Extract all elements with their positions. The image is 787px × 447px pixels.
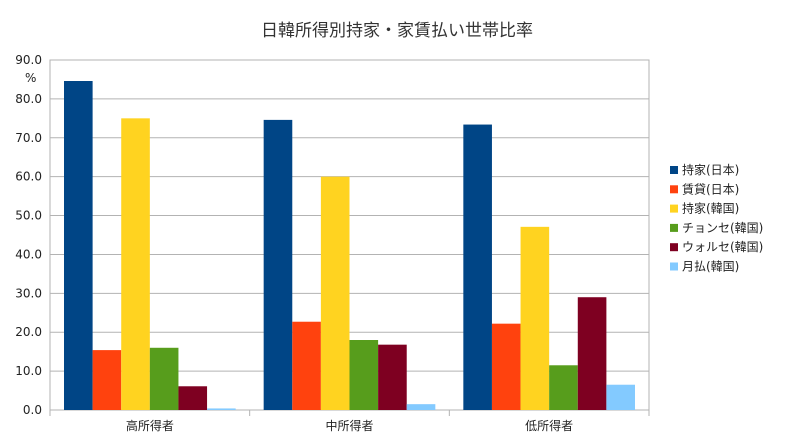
bar [606, 384, 635, 410]
chart-title: 日韓所得別持家・家賃払い世帯比率 [261, 21, 533, 41]
axes: 0.0 10.0 20.0 30.0 40.0 50.0 60.0 70.0 80.0 90.0 高… [15, 53, 650, 433]
bar [520, 226, 550, 410]
bar [549, 365, 578, 410]
legend-label: 持家(韓国) [682, 201, 739, 216]
bar [178, 386, 208, 410]
bar [463, 124, 492, 411]
y-tick-label: 70.0 [15, 131, 42, 145]
y-tick-label: 0.0 [23, 403, 42, 417]
bar [92, 350, 122, 410]
y-tick-label: 80.0 [15, 92, 42, 106]
y-tick-label: 90.0 [15, 53, 42, 67]
bar [292, 321, 321, 410]
bar [64, 81, 93, 410]
bar [207, 408, 236, 410]
legend-swatch [670, 262, 678, 271]
bar [491, 323, 521, 410]
y-tick-label: 60.0 [15, 170, 42, 184]
legend-swatch [670, 204, 678, 213]
legend: 持家(日本) 賃貸(日本) 持家(韓国) チョンセ(韓国) ウォルセ(韓国) 月払(韓国) [670, 162, 763, 274]
bar [320, 176, 350, 410]
y-axis-unit-label: % [25, 71, 36, 85]
x-category-label: 高所得者 [126, 418, 174, 433]
legend-swatch [670, 166, 678, 174]
legend-label: ウォルセ(韓国) [682, 240, 763, 254]
legend-label: 月払(韓国) [682, 260, 739, 274]
y-tick-label: 40.0 [15, 247, 42, 261]
bars [64, 81, 635, 411]
legend-label: 持家(日本) [682, 162, 739, 177]
y-tick-label: 20.0 [15, 325, 42, 339]
y-tick-label: 30.0 [15, 286, 42, 300]
x-category-label: 低所得者 [525, 418, 573, 433]
bar [378, 344, 407, 410]
bar [349, 340, 379, 410]
bar [121, 118, 150, 410]
legend-swatch [670, 185, 678, 194]
legend-label: チョンセ(韓国) [682, 221, 763, 235]
bar [577, 297, 607, 410]
x-category-label: 中所得者 [325, 418, 373, 433]
y-tick-label: 50.0 [15, 209, 42, 223]
legend-swatch [670, 243, 678, 252]
legend-label: 賃貸(日本) [682, 181, 739, 196]
bar [406, 404, 436, 410]
legend-swatch [670, 223, 678, 232]
bar [149, 347, 179, 410]
bar [263, 119, 293, 410]
y-tick-label: 10.0 [15, 364, 42, 378]
